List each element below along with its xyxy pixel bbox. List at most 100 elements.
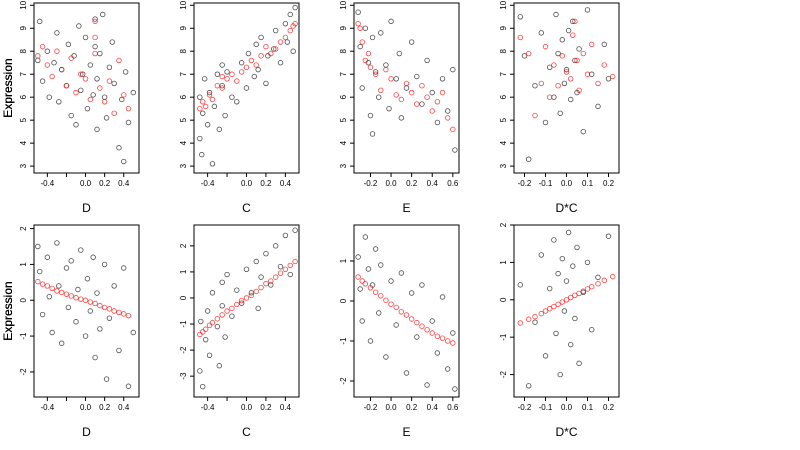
- fitted-point: [355, 274, 361, 280]
- observed-point: [216, 126, 222, 133]
- y-tick-label: 8: [339, 48, 348, 53]
- observed-point: [245, 50, 252, 57]
- x-tick-label: 0.2: [99, 403, 111, 412]
- fitted-point: [49, 285, 55, 292]
- observed-point: [106, 315, 113, 321]
- y-tick-label: 5: [339, 117, 348, 122]
- observed-point: [216, 363, 222, 369]
- observed-point: [555, 50, 561, 57]
- plot-frame: [193, 2, 300, 174]
- x-tick-label: 0.6: [447, 179, 459, 188]
- observed-point: [54, 30, 60, 36]
- observed-point: [378, 262, 384, 268]
- y-tick-label: 5: [499, 117, 508, 122]
- y-axis-label: Expression: [1, 281, 15, 340]
- observed-point: [101, 261, 108, 268]
- fitted-point: [424, 94, 430, 100]
- observed-point: [547, 285, 553, 292]
- observed-point: [563, 66, 570, 73]
- observed-point: [65, 304, 72, 311]
- fitted-point: [429, 108, 435, 114]
- observed-point: [595, 103, 601, 110]
- observed-point: [282, 232, 289, 239]
- observed-point: [111, 283, 117, 289]
- fitted-point: [272, 274, 279, 280]
- observed-point: [206, 352, 213, 359]
- fitted-point: [408, 89, 415, 96]
- observed-point: [532, 83, 538, 89]
- y-axis-label: Expression: [1, 58, 15, 117]
- observed-point: [429, 89, 435, 96]
- fitted-point: [570, 32, 576, 38]
- observed-point: [553, 11, 559, 18]
- fitted-point: [202, 103, 209, 110]
- observed-point: [383, 62, 389, 68]
- observed-point: [386, 105, 392, 112]
- observed-point: [37, 18, 43, 25]
- observed-point: [372, 246, 379, 252]
- observed-point: [121, 265, 127, 271]
- y-tick-label: 7: [179, 71, 188, 76]
- observed-point: [367, 338, 374, 344]
- observed-point: [403, 85, 410, 91]
- fitted-point: [116, 57, 122, 64]
- observed-point: [243, 85, 250, 91]
- y-tick-label: 0: [179, 295, 188, 300]
- fitted-point: [568, 76, 574, 82]
- observed-point: [439, 76, 446, 82]
- fitted-point: [292, 20, 298, 27]
- fitted-point: [78, 71, 84, 77]
- observed-point: [234, 287, 240, 293]
- panel-5: -0.4 0.0 0.2 0.4 -2 -1 0 1 2 D Expression: [1, 224, 140, 439]
- observed-point: [84, 276, 91, 282]
- y-tick-label: -3: [179, 372, 188, 380]
- fitted-point: [424, 327, 430, 333]
- fitted-point: [287, 27, 293, 34]
- y-axis-label: Expression: [1, 58, 15, 117]
- fitted-point: [547, 306, 553, 312]
- observed-point: [79, 71, 86, 77]
- observed-point: [574, 244, 580, 251]
- plot-frame: [353, 2, 460, 174]
- fitted-point: [200, 329, 206, 335]
- fitted-point: [229, 305, 235, 312]
- observed-point: [570, 263, 576, 269]
- fitted-point: [44, 283, 51, 289]
- observed-point: [116, 347, 122, 354]
- fitted-point: [555, 301, 561, 307]
- fitted-point: [35, 278, 41, 285]
- plot-frame: [513, 2, 620, 174]
- x-tick-label: -0.4: [201, 179, 215, 188]
- fitted-point: [367, 285, 374, 291]
- y-tick-label: 6: [19, 94, 28, 99]
- fitted-point: [49, 73, 55, 80]
- x-tick-label: 0.1: [582, 403, 594, 412]
- observed-point: [584, 7, 591, 13]
- fitted-point: [200, 99, 206, 105]
- observed-point: [224, 69, 230, 75]
- x-tick-label: -0.2: [364, 403, 378, 412]
- fitted-point: [214, 83, 221, 89]
- fitted-point: [584, 286, 591, 292]
- x-tick-label: 0.0: [241, 403, 253, 412]
- y-tick-label: -1: [19, 332, 28, 340]
- observed-point: [219, 303, 225, 309]
- fitted-point: [563, 69, 570, 75]
- fitted-point: [39, 281, 46, 287]
- observed-point: [517, 14, 523, 20]
- y-tick-label: 8: [179, 48, 188, 53]
- observed-point: [372, 69, 379, 75]
- fitted-point: [414, 319, 420, 326]
- observed-point: [355, 254, 361, 260]
- observed-point: [204, 308, 211, 314]
- y-tick-label: 1: [179, 269, 188, 274]
- fitted-point: [359, 39, 365, 45]
- fitted-point: [268, 278, 274, 284]
- observed-point: [87, 62, 94, 68]
- x-tick-label: 0.2: [406, 403, 418, 412]
- observed-point: [595, 274, 601, 281]
- fitted-point: [526, 316, 532, 322]
- x-tick-label: 0.0: [385, 179, 397, 188]
- observed-point: [570, 18, 576, 25]
- fitted-point: [63, 291, 70, 297]
